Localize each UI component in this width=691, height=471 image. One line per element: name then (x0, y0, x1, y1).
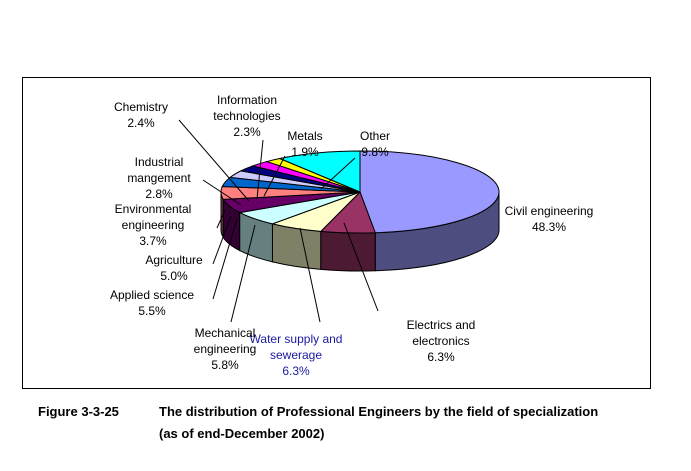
slice-value-label-8: 2.4% (127, 116, 155, 130)
slice-label-7-line-0: Industrial (135, 155, 184, 169)
slice-value-label-7: 2.8% (145, 187, 173, 201)
slice-value-label-2: 6.3% (282, 364, 310, 378)
slice-value-label-4: 5.5% (138, 304, 166, 318)
slice-label-2-line-0: Water supply and (250, 332, 343, 346)
pie-sides (220, 191, 500, 272)
slice-label-4-line-0: Applied science (110, 288, 194, 302)
slice-label-1-line-1: electronics (412, 334, 469, 348)
leader-line-6 (216, 209, 226, 229)
chart-frame: Civil engineering 48.3% Electrics and elect… (22, 77, 651, 389)
caption-subtitle: (as of end-December 2002) (159, 426, 325, 441)
slice-label-6-line-0: Environmental (115, 202, 192, 216)
slice-label-8-line-0: Chemistry (114, 100, 168, 114)
slice-label-7-line-1: mangement (127, 171, 191, 185)
pie-side-1 (320, 230, 376, 272)
slice-value-label-0: 48.3% (532, 220, 566, 234)
slice-label-3-line-0: Mechanical (195, 326, 256, 340)
pie-chart: Civil engineering 48.3% Electrics and elect… (110, 93, 593, 378)
leader-line-7 (202, 179, 242, 206)
pie-tops (220, 150, 500, 234)
slice-label-6-line-1: engineering (122, 218, 185, 232)
pie-slice-0 (359, 150, 500, 234)
leader-lines (178, 119, 379, 323)
leader-line-5 (212, 215, 232, 265)
slice-label-11-line-0: Other (360, 129, 390, 143)
slice-value-label-6: 3.7% (139, 234, 167, 248)
slice-value-label-3: 5.8% (211, 358, 239, 372)
slice-label-0-line-0: Civil engineering (505, 204, 594, 218)
pie-slice-11 (278, 150, 361, 193)
slice-value-label-11: 9.8% (361, 145, 389, 159)
slice-label-1-line-0: Electrics and (407, 318, 476, 332)
slice-value-label-5: 5.0% (160, 269, 188, 283)
pie-labels: Civil engineering 48.3% Electrics and elect… (110, 93, 593, 378)
leader-line-9 (256, 139, 264, 200)
slice-label-3-line-1: engineering (194, 342, 257, 356)
slice-value-label-10: 1.9% (291, 145, 319, 159)
caption-figure-number: Figure 3-3-25 (38, 404, 119, 419)
slice-label-10-line-0: Metals (287, 129, 322, 143)
slice-value-label-1: 6.3% (427, 350, 455, 364)
caption-title: The distribution of Professional Enginee… (159, 404, 599, 419)
slice-label-9-line-0: Information (217, 93, 277, 107)
slice-label-9-line-1: technologies (213, 109, 280, 123)
leader-line-11 (320, 157, 356, 190)
leader-line-4 (212, 218, 238, 300)
slice-value-label-9: 2.3% (233, 125, 261, 139)
leader-line-2 (299, 227, 321, 323)
leader-line-3 (230, 224, 256, 323)
leader-line-8 (178, 119, 250, 202)
leader-line-1 (343, 222, 379, 312)
slice-label-2-line-1: sewerage (270, 348, 322, 362)
slice-label-5-line-0: Agriculture (145, 253, 203, 267)
leader-line-10 (263, 155, 286, 197)
